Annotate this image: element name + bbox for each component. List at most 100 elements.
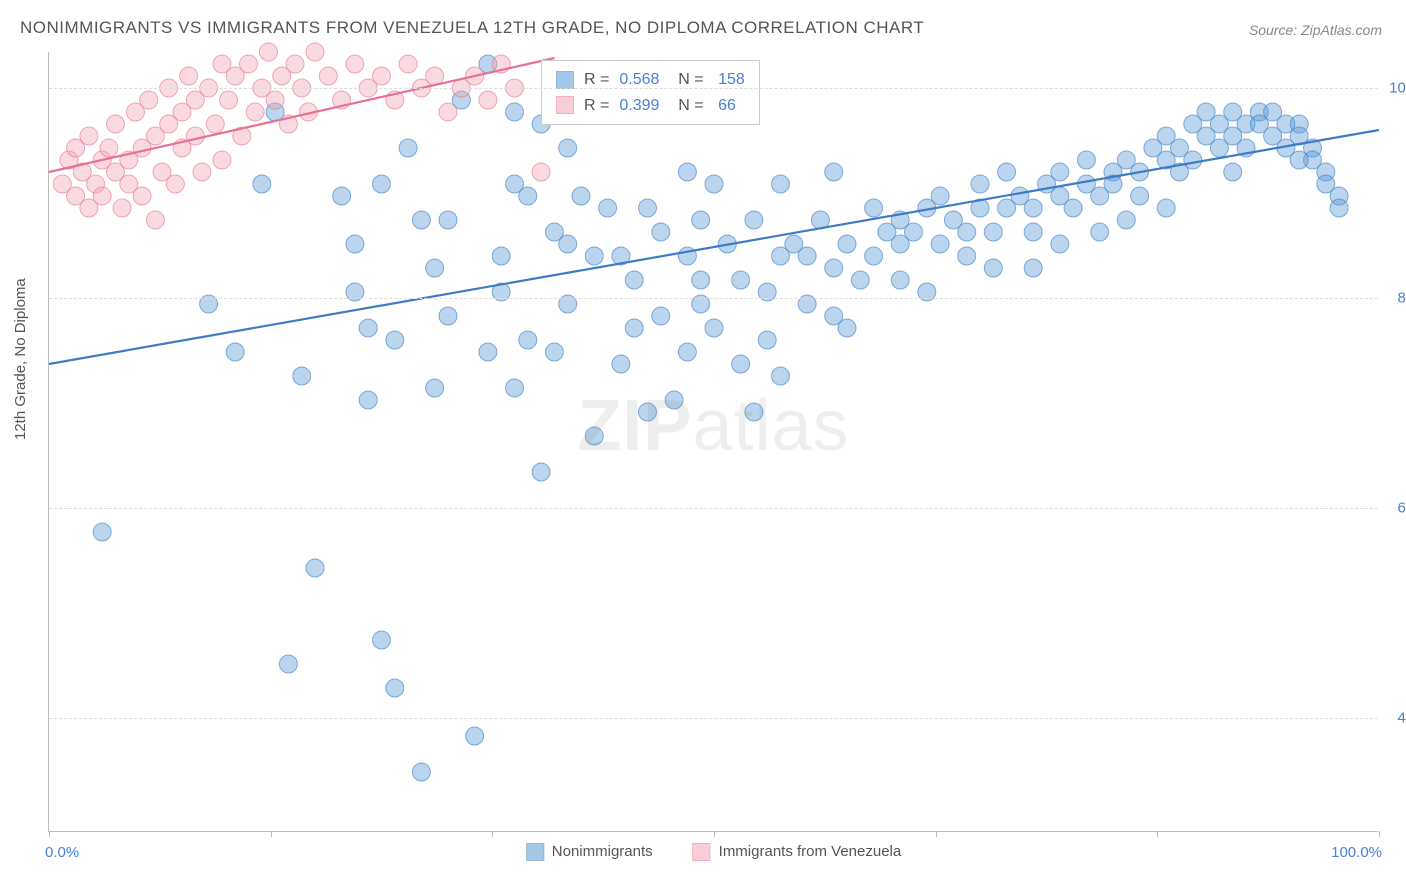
data-point (93, 187, 111, 205)
data-point (1157, 199, 1175, 217)
data-point (599, 199, 617, 217)
data-point (386, 679, 404, 697)
data-point (1024, 259, 1042, 277)
data-point (732, 271, 750, 289)
data-point (492, 247, 510, 265)
legend-r-label: R = (584, 93, 609, 119)
data-point (439, 103, 457, 121)
data-point (1077, 151, 1095, 169)
x-axis-min-label: 0.0% (45, 844, 79, 861)
data-point (506, 379, 524, 397)
x-tick-mark (49, 831, 50, 837)
data-point (1051, 235, 1069, 253)
data-point (984, 259, 1002, 277)
data-point (333, 187, 351, 205)
data-point (532, 163, 550, 181)
data-point (545, 343, 563, 361)
data-point (346, 55, 364, 73)
chart-plot-area: R = 0.568 N = 158R = 0.399 N = 66 ZIPatl… (48, 52, 1378, 832)
data-point (1024, 199, 1042, 217)
data-point (373, 631, 391, 649)
data-point (519, 331, 537, 349)
data-point (479, 91, 497, 109)
legend-r-value: 0.399 (619, 93, 659, 119)
x-tick-mark (492, 831, 493, 837)
data-point (585, 427, 603, 445)
data-point (246, 103, 264, 121)
x-tick-mark (1157, 831, 1158, 837)
correlation-legend-row: R = 0.399 N = 66 (556, 93, 745, 119)
data-point (93, 523, 111, 541)
y-tick-label: 82.5% (1384, 290, 1406, 307)
data-point (905, 223, 923, 241)
x-axis-max-label: 100.0% (1331, 844, 1382, 861)
chart-title: NONIMMIGRANTS VS IMMIGRANTS FROM VENEZUE… (20, 18, 924, 38)
data-point (140, 91, 158, 109)
legend-swatch (693, 843, 711, 861)
data-point (572, 187, 590, 205)
data-point (286, 55, 304, 73)
series-legend: NonimmigrantsImmigrants from Venezuela (526, 843, 901, 861)
data-point (253, 175, 271, 193)
data-point (386, 331, 404, 349)
data-point (373, 175, 391, 193)
data-point (639, 403, 657, 421)
y-tick-label: 100.0% (1384, 80, 1406, 97)
data-point (758, 331, 776, 349)
data-point (612, 355, 630, 373)
y-tick-label: 65.0% (1384, 500, 1406, 517)
data-point (439, 307, 457, 325)
data-point (732, 355, 750, 373)
data-point (1290, 151, 1308, 169)
data-point (532, 463, 550, 481)
data-point (1131, 187, 1149, 205)
data-point (133, 187, 151, 205)
data-point (359, 319, 377, 337)
data-point (998, 163, 1016, 181)
data-point (772, 175, 790, 193)
data-point (519, 187, 537, 205)
data-point (825, 307, 843, 325)
data-point (373, 67, 391, 85)
data-point (585, 247, 603, 265)
data-point (166, 175, 184, 193)
data-point (412, 763, 430, 781)
gridline-horizontal (49, 88, 1378, 89)
data-point (186, 127, 204, 145)
data-point (931, 187, 949, 205)
gridline-horizontal (49, 718, 1378, 719)
data-point (851, 271, 869, 289)
data-point (146, 211, 164, 229)
data-point (705, 319, 723, 337)
trend-line (49, 58, 554, 172)
data-point (1024, 223, 1042, 241)
data-point (678, 163, 696, 181)
data-point (625, 319, 643, 337)
legend-n-label: N = (669, 93, 703, 119)
data-point (279, 655, 297, 673)
data-point (639, 199, 657, 217)
data-point (1064, 199, 1082, 217)
data-point (825, 163, 843, 181)
data-point (412, 211, 430, 229)
data-point (306, 559, 324, 577)
data-point (971, 175, 989, 193)
x-tick-mark (271, 831, 272, 837)
legend-swatch (526, 843, 544, 861)
data-point (798, 247, 816, 265)
source-attribution: Source: ZipAtlas.com (1249, 22, 1382, 38)
data-point (958, 223, 976, 241)
data-point (100, 139, 118, 157)
gridline-horizontal (49, 298, 1378, 299)
data-point (80, 127, 98, 145)
data-point (625, 271, 643, 289)
data-point (931, 235, 949, 253)
correlation-legend: R = 0.568 N = 158R = 0.399 N = 66 (541, 60, 760, 125)
legend-item: Immigrants from Venezuela (693, 843, 902, 861)
data-point (692, 211, 710, 229)
data-point (1051, 163, 1069, 181)
data-point (220, 91, 238, 109)
data-point (426, 259, 444, 277)
data-point (865, 247, 883, 265)
legend-n-value: 66 (714, 93, 736, 119)
